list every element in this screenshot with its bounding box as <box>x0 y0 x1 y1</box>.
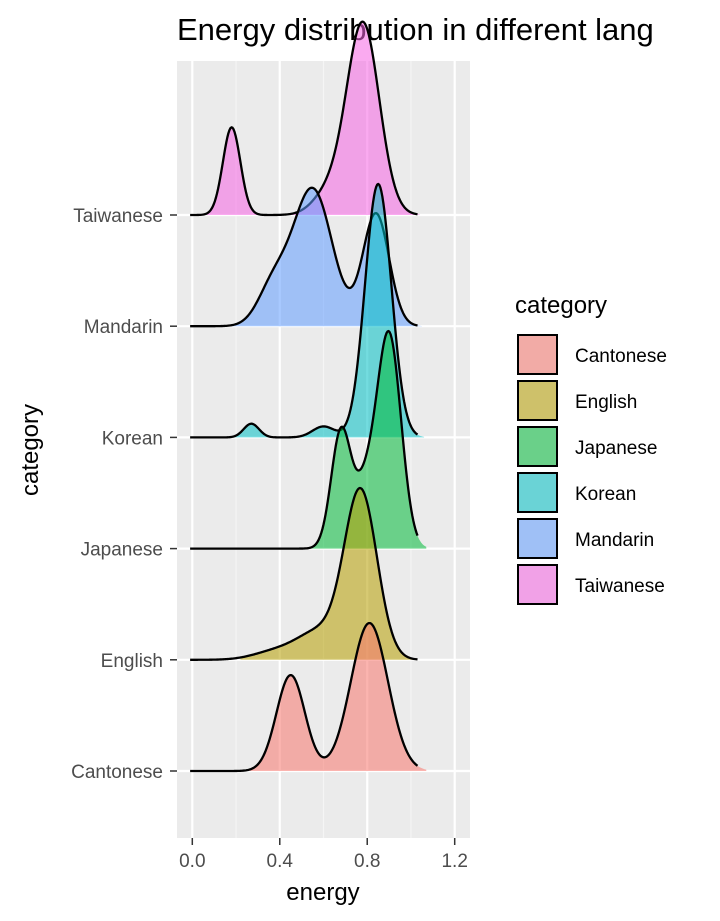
ridge-area-japanese <box>288 331 427 549</box>
ridge-line-japanese <box>190 329 419 550</box>
ridge-line-korean <box>190 182 419 439</box>
x-axis-title: energy <box>286 879 359 906</box>
x-tick-label: 1.2 <box>441 851 467 872</box>
legend-label-korean: Korean <box>575 484 636 505</box>
legend-title: category <box>515 292 607 319</box>
x-tick-label: 0.8 <box>354 851 380 872</box>
legend-swatch-korean <box>517 472 558 513</box>
ridge-cantonese <box>190 621 427 773</box>
y-tick-label: Cantonese <box>71 762 163 783</box>
x-tick-label: 0.0 <box>179 851 205 872</box>
ridge-japanese <box>190 329 427 550</box>
legend-label-english: English <box>575 392 637 413</box>
ridge-korean <box>190 182 425 439</box>
legend-swatch-taiwanese <box>517 564 558 605</box>
chart-title: Energy distribution in different lang <box>177 12 654 47</box>
y-tick-label: Japanese <box>81 540 163 561</box>
legend-swatch-mandarin <box>517 518 558 559</box>
y-axis: Cantonese English Japanese Korean Mandarin Ta… <box>71 206 177 783</box>
legend-label-cantonese: Cantonese <box>575 346 667 367</box>
y-tick-label: Korean <box>102 428 163 449</box>
legend-swatch-english <box>517 380 558 421</box>
y-axis-title: category <box>17 404 44 496</box>
legend-label-japanese: Japanese <box>575 438 657 459</box>
ridge-area-korean <box>214 183 425 438</box>
density-ridges <box>190 20 427 773</box>
legend-swatch-cantonese <box>517 334 558 375</box>
legend-swatch-japanese <box>517 426 558 467</box>
x-tick-label: 0.4 <box>267 851 294 872</box>
legend-label-mandarin: Mandarin <box>575 530 654 551</box>
ridge-english <box>190 486 418 661</box>
ridge-line-english <box>190 486 418 661</box>
y-tick-label: Mandarin <box>84 317 163 338</box>
y-tick-label: Taiwanese <box>73 206 163 227</box>
legend: category Cantonese English Japanese Korean M… <box>515 292 667 605</box>
y-tick-label: English <box>101 651 163 672</box>
legend-label-taiwanese: Taiwanese <box>575 576 665 597</box>
x-axis: 0.0 0.4 0.8 1.2 <box>179 838 468 872</box>
ridge-line-cantonese <box>190 621 419 773</box>
ridge-area-cantonese <box>233 623 427 771</box>
ridge-area-taiwanese <box>203 21 420 216</box>
